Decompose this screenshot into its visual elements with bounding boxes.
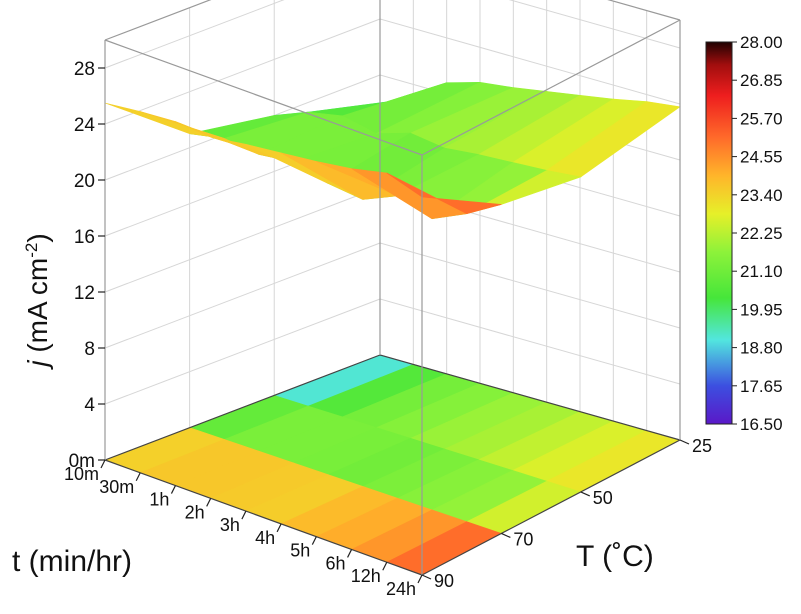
z-axis-label-main: (mA cm [22,258,53,361]
time-tick-mark [100,459,106,469]
temperature-tick-mark [421,574,432,580]
time-tick-label: 30m [99,477,134,497]
z-gridline-left [104,18,381,125]
time-tick-mark [276,523,282,533]
surface-layer [104,82,681,220]
colorbar-tick-label: 26.85 [740,71,783,90]
colorbar [705,41,733,425]
time-tick-mark [311,536,317,545]
colorbar-tick-label: 16.50 [740,415,783,434]
colorbar-tick-label: 28.00 [740,33,783,52]
floor-edge [379,354,681,441]
colorbar-tick-label: 17.65 [740,377,783,396]
time-tick-mark [382,561,388,571]
time-tick-label: 24h [386,579,416,599]
time-tick-label: 2h [185,502,205,522]
top-edge [104,0,212,41]
z-axis-label-close: ) [22,233,53,242]
time-tick-label: 1h [149,490,169,510]
z-tick-label: 20 [74,171,95,192]
colorbar-tick-label: 21.10 [740,262,783,281]
time-tick-label: 10m [64,464,99,484]
top-edge [607,0,681,21]
z-tick-label: 8 [84,339,95,360]
time-tick-mark [206,498,212,507]
z-gridline-left [104,298,381,405]
floor-contour-layer [104,354,681,576]
time-tick-label: 12h [351,566,381,586]
time-tick-mark [135,472,141,482]
temperature-tick-label: 70 [513,529,533,549]
top-edge [104,39,423,156]
time-axis-label: t (min/hr) [12,545,132,578]
colorbar-tick-label: 22.25 [740,224,783,243]
frame-layer [104,0,681,576]
z-axis-label-sup: -2 [22,243,41,258]
time-tick-label: 5h [290,541,310,561]
colorbar-ticks: 28.00 26.85 25.70 24.55 23.40 22.25 21.10 19.95… [732,33,783,434]
z-tick-label: 28 [74,59,95,80]
z-gridline-right [508,0,681,49]
time-tick-label: 4h [255,528,275,548]
colorbar-tick-label: 25.70 [740,109,783,128]
z-tick-label: 16 [74,227,95,248]
time-tick-label: 6h [326,553,346,573]
z-tick-label: 12 [74,283,95,304]
colorbar-tick-label: 18.80 [740,339,783,358]
z-tick-label: 0m [69,451,95,472]
temperature-tick-mark [501,532,511,539]
temperature-tick-label: 50 [593,488,613,508]
z-tick-label: 24 [74,115,96,136]
temperature-tick-mark [580,491,591,497]
floor-edge [421,439,681,576]
time-tick-label: 3h [220,515,240,535]
temperature-tick-label: 90 [434,571,454,591]
floor-edge [104,354,381,461]
time-tick-mark [417,574,423,584]
temperature-axis-label: T (˚C) [576,540,654,573]
z-gridline-right [379,18,681,105]
colorbar-tick-label: 23.40 [740,186,783,205]
colorbar-tick-label: 24.55 [740,148,783,167]
z-gridline-left [104,242,381,349]
z-gridline-left [104,186,381,293]
z-axis-label-italic: j [22,360,53,371]
temperature-tick-mark [679,439,690,445]
time-tick-mark [241,510,247,520]
time-tick-mark [170,485,176,494]
time-tick-mark [347,549,353,558]
z-axis-label: j (mA cm-2) [22,233,53,370]
z-tick-label: 4 [84,395,95,416]
z-gridline-left [104,0,285,69]
z-gridline-right [379,298,681,385]
floor-edge [104,459,423,576]
colorbar-tick-label: 19.95 [740,300,783,319]
top-edge [421,19,681,156]
z-gridline-right [379,242,681,329]
temperature-tick-label: 25 [692,436,712,456]
